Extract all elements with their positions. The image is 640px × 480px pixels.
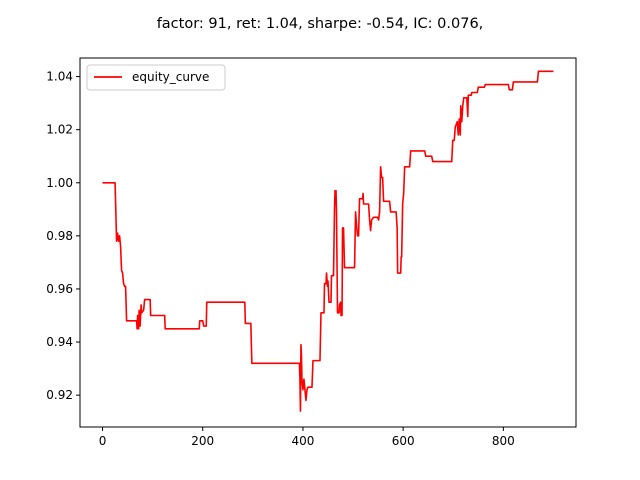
legend-label-equity-curve: equity_curve	[132, 70, 209, 84]
plot-area	[79, 57, 577, 428]
y-tick-label: 1.00	[46, 176, 73, 190]
chart-title: factor: 91, ret: 1.04, sharpe: -0.54, IC…	[157, 16, 484, 32]
series-line-equity-curve	[102, 70, 554, 412]
x-tick-label: 800	[492, 434, 515, 448]
y-axis: 0.92 0.94 0.96 0.98 1.00 1.02 1.04	[46, 70, 80, 402]
y-tick-label: 0.94	[46, 335, 73, 349]
y-tick-label: 0.96	[46, 282, 73, 296]
series-layer	[102, 70, 554, 412]
x-tick-label: 0	[99, 434, 107, 448]
legend: equity_curve	[86, 64, 226, 91]
x-axis: 0 200 400 600 800	[99, 427, 515, 448]
axes-frame	[79, 57, 577, 428]
x-tick-label: 400	[291, 434, 314, 448]
x-tick-label: 600	[392, 434, 415, 448]
y-tick-label: 0.92	[46, 388, 73, 402]
x-tick-label: 200	[191, 434, 214, 448]
y-tick-label: 1.04	[46, 70, 73, 84]
legend-box	[86, 64, 226, 91]
y-tick-label: 0.98	[46, 229, 73, 243]
y-tick-label: 1.02	[46, 123, 73, 137]
